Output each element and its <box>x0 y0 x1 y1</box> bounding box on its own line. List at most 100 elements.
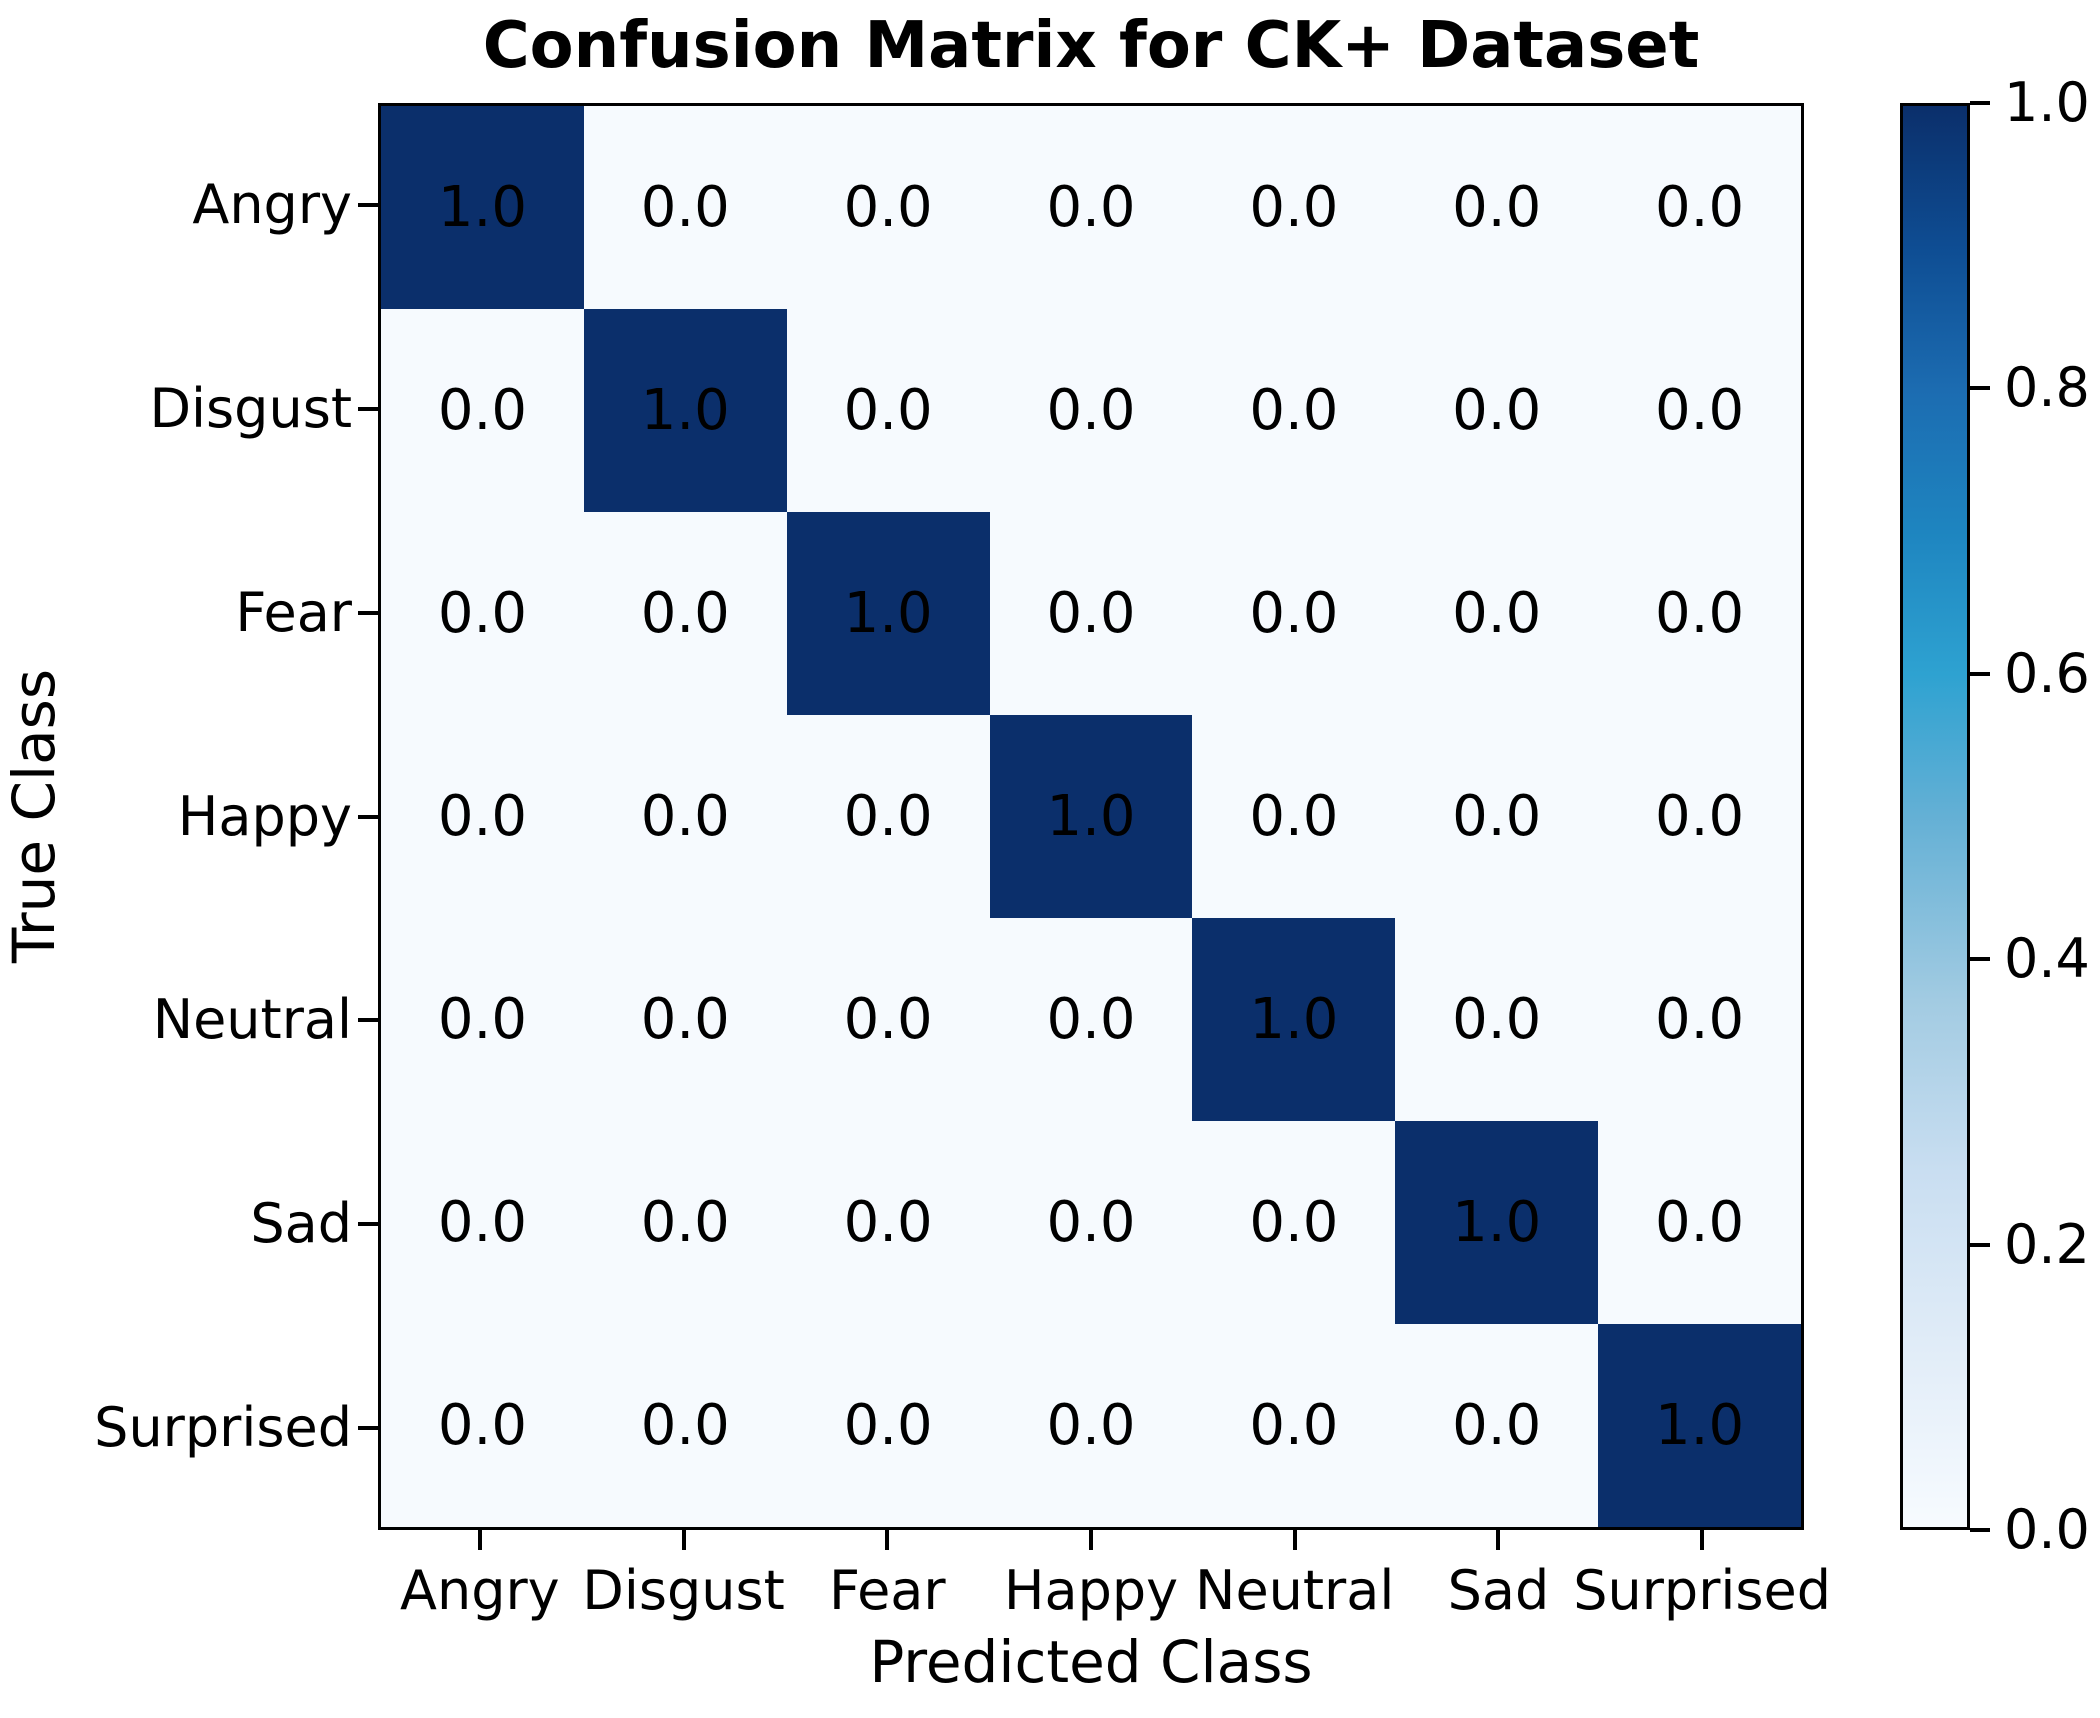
colorbar-tick-mark <box>1970 386 1990 391</box>
heatmap-cell-fear-sad: 0.0 <box>1395 512 1599 715</box>
y-axis-title: True Class <box>0 668 68 964</box>
cell-value: 0.0 <box>437 1393 527 1458</box>
heatmap-cell-neutral-fear: 0.0 <box>786 918 990 1121</box>
colorbar-tick-label-0.6: 0.6 <box>2004 641 2090 705</box>
y-axis-tick-mark <box>358 814 378 819</box>
heatmap-cell-surprised-disgust: 0.0 <box>583 1324 787 1527</box>
cell-value: 0.0 <box>1655 987 1745 1052</box>
heatmap-cell-disgust-disgust: 1.0 <box>583 309 787 512</box>
heatmap-cell-disgust-sad: 0.0 <box>1395 309 1599 512</box>
cell-value: 0.0 <box>1452 581 1542 646</box>
cell-value: 0.0 <box>1452 987 1542 1052</box>
x-axis-tick-mark <box>477 1530 482 1550</box>
x-axis-tick-mark <box>1700 1530 1705 1550</box>
heatmap-cell-neutral-disgust: 0.0 <box>583 918 787 1121</box>
cell-value: 0.0 <box>437 378 527 443</box>
heatmap-cell-happy-sad: 0.0 <box>1395 715 1599 918</box>
cell-value: 0.0 <box>1046 378 1136 443</box>
heatmap-cell-disgust-angry: 0.0 <box>381 309 584 512</box>
heatmap-cell-surprised-surprised: 1.0 <box>1598 1324 1801 1527</box>
heatmap-cell-sad-surprised: 0.0 <box>1598 1121 1801 1324</box>
x-axis-tick-label-fear: Fear <box>828 1559 946 1622</box>
cell-value: 0.0 <box>1249 175 1339 240</box>
heatmap-cell-surprised-angry: 0.0 <box>381 1324 584 1527</box>
chart-title: Confusion Matrix for CK+ Dataset <box>482 9 1700 83</box>
cell-value: 0.0 <box>437 1190 527 1255</box>
x-axis-tick-label-happy: Happy <box>1003 1559 1179 1622</box>
heatmap-cell-surprised-sad: 0.0 <box>1395 1324 1599 1527</box>
heatmap-cell-disgust-neutral: 0.0 <box>1192 309 1396 512</box>
heatmap-cell-happy-surprised: 0.0 <box>1598 715 1801 918</box>
cell-value: 0.0 <box>843 784 933 849</box>
cell-value: 1.0 <box>843 581 933 646</box>
y-axis-tick-label-surprised: Surprised <box>94 1396 352 1460</box>
heatmap-cell-happy-fear: 0.0 <box>786 715 990 918</box>
cell-value: 0.0 <box>1249 581 1339 646</box>
heatmap-cell-neutral-happy: 0.0 <box>989 918 1193 1121</box>
cell-value: 0.0 <box>843 987 933 1052</box>
cell-value: 0.0 <box>1452 1393 1542 1458</box>
x-axis-tick-mark <box>1292 1530 1297 1550</box>
cell-value: 0.0 <box>1655 784 1745 849</box>
cell-value: 0.0 <box>640 987 730 1052</box>
heatmap-cell-fear-angry: 0.0 <box>381 512 584 715</box>
heatmap-cell-angry-neutral: 0.0 <box>1192 106 1396 309</box>
heatmap-cell-happy-disgust: 0.0 <box>583 715 787 918</box>
x-axis-tick-label-disgust: Disgust <box>582 1559 785 1622</box>
x-axis-tick-mark <box>885 1530 890 1550</box>
y-axis-tick-label-sad: Sad <box>250 1192 352 1256</box>
heatmap-cell-sad-disgust: 0.0 <box>583 1121 787 1324</box>
heatmap-cell-neutral-neutral: 1.0 <box>1192 918 1396 1121</box>
cell-value: 0.0 <box>1046 1393 1136 1458</box>
cell-value: 0.0 <box>1655 581 1745 646</box>
cell-value: 0.0 <box>1249 784 1339 849</box>
cell-value: 0.0 <box>843 1190 933 1255</box>
x-axis-tick-mark <box>1089 1530 1093 1550</box>
heatmap-cell-fear-disgust: 0.0 <box>583 512 787 715</box>
x-axis-title: Predicted Class <box>869 1628 1313 1696</box>
x-axis-tick-mark <box>1496 1530 1501 1550</box>
cell-value: 0.0 <box>1655 1190 1745 1255</box>
heatmap-cell-fear-neutral: 0.0 <box>1192 512 1396 715</box>
cell-value: 0.0 <box>640 784 730 849</box>
heatmap-cell-surprised-neutral: 0.0 <box>1192 1324 1396 1527</box>
heatmap-cell-neutral-surprised: 0.0 <box>1598 918 1801 1121</box>
colorbar-tick-mark <box>1970 1528 1990 1532</box>
heatmap-cell-disgust-happy: 0.0 <box>989 309 1193 512</box>
y-axis-tick-mark <box>358 1426 378 1431</box>
cell-value: 1.0 <box>640 378 730 443</box>
y-axis-tick-label-happy: Happy <box>177 784 352 848</box>
heatmap-cell-surprised-happy: 0.0 <box>989 1324 1193 1527</box>
cell-value: 0.0 <box>1046 1190 1136 1255</box>
y-axis-tick-mark <box>358 1018 378 1023</box>
heatmap-cell-fear-fear: 1.0 <box>786 512 990 715</box>
cell-value: 0.0 <box>437 581 527 646</box>
cell-value: 1.0 <box>1655 1393 1745 1458</box>
heatmap-cell-angry-disgust: 0.0 <box>583 106 787 309</box>
cell-value: 0.0 <box>437 784 527 849</box>
heatmap-cell-fear-surprised: 0.0 <box>1598 512 1801 715</box>
y-axis-tick-label-disgust: Disgust <box>149 376 352 440</box>
heatmap-plot-area: 1.0 0.0 0.0 0.0 0.0 0.0 0.0 0.0 1.0 0.0 0.0 0.0 0.0 0… <box>378 103 1804 1530</box>
cell-value: 0.0 <box>1655 378 1745 443</box>
y-axis-tick-label-angry: Angry <box>192 172 352 236</box>
y-axis-tick-mark <box>358 610 378 615</box>
cell-value: 0.0 <box>1249 1393 1339 1458</box>
colorbar-tick-mark <box>1970 1242 1990 1247</box>
cell-value: 0.0 <box>640 1190 730 1255</box>
heatmap-cell-disgust-surprised: 0.0 <box>1598 309 1801 512</box>
heatmap-cell-angry-surprised: 0.0 <box>1598 106 1801 309</box>
heatmap-cell-sad-angry: 0.0 <box>381 1121 584 1324</box>
heatmap-cell-angry-fear: 0.0 <box>786 106 990 309</box>
cell-value: 1.0 <box>1249 987 1339 1052</box>
y-axis-tick-mark <box>358 202 378 207</box>
cell-value: 0.0 <box>1249 1190 1339 1255</box>
cell-value: 0.0 <box>843 378 933 443</box>
cell-value: 0.0 <box>1452 175 1542 240</box>
heatmap-cell-disgust-fear: 0.0 <box>786 309 990 512</box>
x-axis-tick-label-angry: Angry <box>400 1559 560 1622</box>
colorbar-tick-label-0.2: 0.2 <box>2004 1212 2090 1276</box>
colorbar <box>1900 103 1970 1530</box>
y-axis-tick-mark <box>358 1222 378 1227</box>
